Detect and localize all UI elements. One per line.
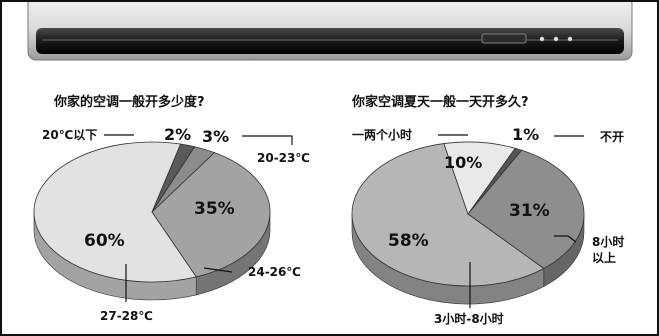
- slice-value-below-20: 2%: [164, 125, 191, 144]
- pie-slice: [467, 149, 585, 269]
- slice-label-20-23: 20-23℃: [257, 151, 310, 165]
- slice-label-3-8-hours: 3小时-8小时: [434, 311, 504, 326]
- callouts-temperature: 20℃以下 2% 3% 20-23℃ 35% 60% 24-26℃ 27-28℃: [42, 125, 310, 323]
- callouts-duration: 一两个小时 1% 不开 10% 31% 58% 8小时 以上 3小时-8小时: [352, 125, 629, 326]
- slice-value-20-23: 3%: [202, 127, 229, 146]
- slice-label-none: 不开: [600, 130, 624, 144]
- slice-value-one-two-hours: 10%: [444, 153, 482, 172]
- slice-label-over-8-hours-line1: 8小时: [592, 234, 624, 249]
- slice-label-over-8-hours: 8小时 以上: [592, 234, 629, 265]
- slice-value-none: 1%: [512, 125, 539, 144]
- ac-vent-panel: [36, 28, 624, 54]
- air-conditioner-illustration: [27, 2, 633, 61]
- pie-slice: [351, 143, 545, 287]
- chart-title-duration: 你家空调夏天一般一天开多久?: [351, 94, 529, 110]
- ac-indicator-light: [553, 36, 559, 42]
- slice-value-over-8-hours: 31%: [509, 201, 550, 221]
- leader-line: [554, 235, 577, 243]
- slice-label-24-26: 24-26℃: [248, 265, 301, 279]
- pie-slice: [443, 141, 516, 215]
- pie-slice: [151, 152, 271, 278]
- slice-label-27-28: 27-28℃: [100, 309, 153, 323]
- slice-label-below-20: 20℃以下: [42, 128, 97, 142]
- slice-value-3-8-hours: 58%: [388, 231, 429, 251]
- slice-value-27-28: 60%: [84, 231, 125, 251]
- ac-indicator-light: [567, 36, 573, 42]
- chart-title-temperature: 你家的空调一般开多少度?: [53, 94, 205, 110]
- ac-indicator-light: [539, 36, 545, 42]
- pie-slice: [33, 141, 197, 283]
- pie-chart-duration: [351, 141, 585, 305]
- pie-chart-temperature: [33, 141, 271, 301]
- ac-display: [481, 33, 527, 44]
- slice-label-over-8-hours-line2: 以上: [592, 250, 616, 265]
- slice-value-24-26: 35%: [194, 199, 235, 219]
- leader-line: [242, 135, 293, 145]
- slice-label-one-two-hours: 一两个小时: [352, 127, 412, 142]
- leader-line: [203, 267, 233, 273]
